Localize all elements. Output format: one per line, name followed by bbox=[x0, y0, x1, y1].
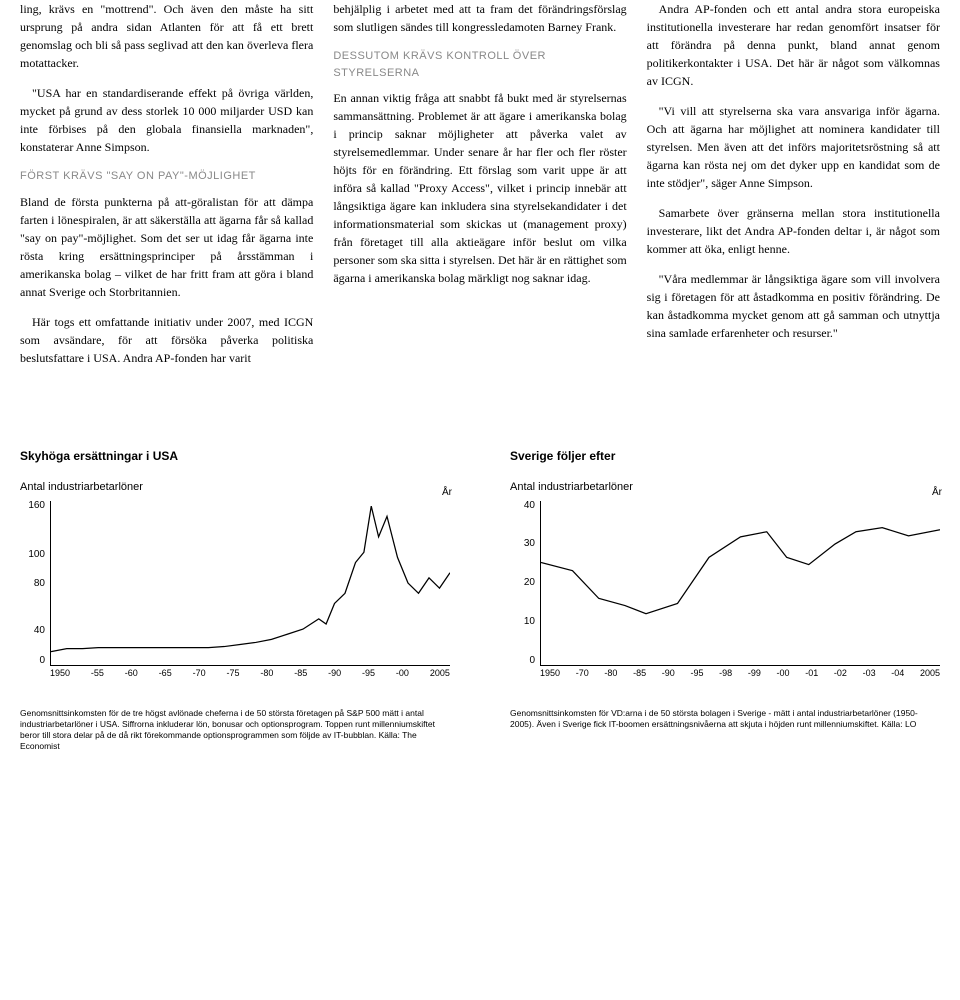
x-axis-label: År bbox=[932, 487, 942, 498]
y-tick: 30 bbox=[510, 539, 535, 549]
x-tick: -95 bbox=[362, 668, 375, 678]
chart-svg bbox=[540, 501, 940, 666]
y-tick: 10 bbox=[510, 617, 535, 627]
paragraph: "Vi vill att styrelserna ska vara ansvar… bbox=[647, 102, 940, 192]
paragraph: "USA har en standardiserande effekt på ö… bbox=[20, 84, 313, 156]
x-tick: -99 bbox=[748, 668, 761, 678]
y-tick: 0 bbox=[510, 656, 535, 666]
section-header: DESSUTOM KRÄVS KONTROLL ÖVER STYRELSERNA bbox=[333, 48, 626, 81]
y-tick: 80 bbox=[20, 579, 45, 589]
x-tick: -95 bbox=[690, 668, 703, 678]
x-tick: -90 bbox=[662, 668, 675, 678]
y-axis: 40 30 20 10 0 bbox=[510, 501, 535, 666]
chart-subtitle: Antal industriarbetarlöner bbox=[510, 481, 940, 493]
y-axis: 160 100 80 40 0 bbox=[20, 501, 45, 666]
x-tick: 1950 bbox=[540, 668, 560, 678]
x-tick: -60 bbox=[125, 668, 138, 678]
chart-svg bbox=[50, 501, 450, 666]
chart-usa: Skyhöga ersättningar i USA Antal industr… bbox=[20, 449, 450, 752]
article-columns: ling, krävs en "mottrend". Och även den … bbox=[20, 0, 940, 379]
x-tick: -85 bbox=[294, 668, 307, 678]
x-tick: -80 bbox=[260, 668, 273, 678]
x-tick: -65 bbox=[159, 668, 172, 678]
x-axis-label: År bbox=[442, 487, 452, 498]
x-axis: 1950 -70 -80 -85 -90 -95 -98 -99 -00 -01 -02 -03 -04… bbox=[540, 668, 940, 678]
x-tick: -90 bbox=[328, 668, 341, 678]
chart-caption: Genomsnittsinkomsten för de tre högst av… bbox=[20, 708, 450, 752]
chart-title: Skyhöga ersättningar i USA bbox=[20, 449, 450, 463]
x-axis: 1950 -55 -60 -65 -70 -75 -80 -85 -90 -95 -00 2005 bbox=[50, 668, 450, 678]
x-tick: -00 bbox=[777, 668, 790, 678]
x-tick: -85 bbox=[633, 668, 646, 678]
chart-line bbox=[541, 527, 940, 613]
charts-row: Skyhöga ersättningar i USA Antal industr… bbox=[20, 449, 940, 752]
x-tick: -03 bbox=[863, 668, 876, 678]
column-1: ling, krävs en "mottrend". Och även den … bbox=[20, 0, 313, 379]
paragraph: Andra AP-fonden och ett antal andra stor… bbox=[647, 0, 940, 90]
x-tick: -80 bbox=[604, 668, 617, 678]
x-tick: -70 bbox=[576, 668, 589, 678]
paragraph: behjälplig i arbetet med att ta fram det… bbox=[333, 0, 626, 36]
paragraph: "Våra medlemmar är långsiktiga ägare som… bbox=[647, 270, 940, 342]
x-tick: -75 bbox=[226, 668, 239, 678]
chart-area: År 160 100 80 40 0 bbox=[50, 501, 450, 666]
x-tick: -02 bbox=[834, 668, 847, 678]
chart-title: Sverige följer efter bbox=[510, 449, 940, 463]
x-tick: -70 bbox=[193, 668, 206, 678]
x-tick: 1950 bbox=[50, 668, 70, 678]
paragraph: ling, krävs en "mottrend". Och även den … bbox=[20, 0, 313, 72]
y-tick: 40 bbox=[20, 626, 45, 636]
y-tick: 20 bbox=[510, 578, 535, 588]
x-tick: -55 bbox=[91, 668, 104, 678]
chart-line bbox=[51, 506, 450, 652]
section-header: FÖRST KRÄVS "SAY ON PAY"-MÖJLIGHET bbox=[20, 168, 313, 185]
paragraph: Här togs ett omfattande initiativ under … bbox=[20, 313, 313, 367]
column-3: Andra AP-fonden och ett antal andra stor… bbox=[647, 0, 940, 379]
y-tick: 40 bbox=[510, 501, 535, 511]
x-tick: -00 bbox=[396, 668, 409, 678]
paragraph: Bland de första punkterna på att-göralis… bbox=[20, 193, 313, 301]
x-tick: -04 bbox=[891, 668, 904, 678]
x-tick: 2005 bbox=[430, 668, 450, 678]
y-tick: 0 bbox=[20, 656, 45, 666]
chart-subtitle: Antal industriarbetarlöner bbox=[20, 481, 450, 493]
x-tick: -98 bbox=[719, 668, 732, 678]
x-tick: -01 bbox=[805, 668, 818, 678]
x-tick: 2005 bbox=[920, 668, 940, 678]
paragraph: Samarbete över gränserna mellan stora in… bbox=[647, 204, 940, 258]
y-tick: 160 bbox=[20, 501, 45, 511]
column-2: behjälplig i arbetet med att ta fram det… bbox=[333, 0, 626, 379]
chart-caption: Genomsnittsinkomsten för VD:arna i de 50… bbox=[510, 708, 940, 730]
y-tick: 100 bbox=[20, 550, 45, 560]
paragraph: En annan viktig fråga att snabbt få bukt… bbox=[333, 89, 626, 287]
chart-area: År 40 30 20 10 0 bbox=[540, 501, 940, 666]
chart-sweden: Sverige följer efter Antal industriarbet… bbox=[510, 449, 940, 752]
